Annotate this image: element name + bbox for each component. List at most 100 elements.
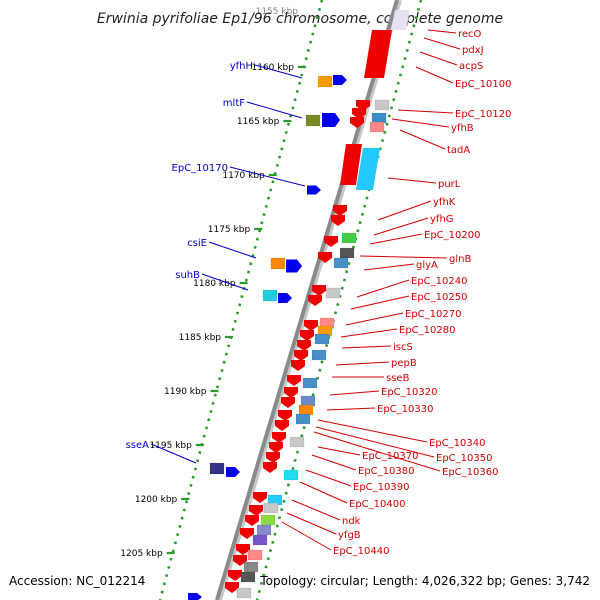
label-leader-line bbox=[415, 66, 454, 84]
gene-label-epc_10360[interactable]: EpC_10360 bbox=[442, 467, 498, 478]
gene-arrow bbox=[278, 410, 292, 421]
gene-label-epc_10350[interactable]: EpC_10350 bbox=[436, 453, 492, 464]
gene-arrow bbox=[297, 340, 311, 351]
gene-label-epc_10270[interactable]: EpC_10270 bbox=[405, 309, 461, 320]
gene-label-sseb[interactable]: sseB bbox=[386, 373, 410, 384]
gene-label-pepb[interactable]: pepB bbox=[391, 358, 417, 369]
gene-arrow bbox=[233, 555, 247, 566]
label-leader-line bbox=[315, 426, 435, 458]
gene-label-epc_10100[interactable]: EpC_10100 bbox=[455, 79, 511, 90]
gene-arrow bbox=[340, 144, 362, 185]
gene-label-epc_10390[interactable]: EpC_10390 bbox=[353, 482, 409, 493]
label-leader-line bbox=[341, 345, 392, 349]
gene-arrow bbox=[324, 236, 338, 247]
gene-box bbox=[314, 333, 330, 345]
label-leader-line bbox=[291, 499, 341, 521]
gene-label-iscs[interactable]: iscS bbox=[393, 342, 413, 353]
gene-box bbox=[300, 395, 316, 407]
gene-label-epc_10250[interactable]: EpC_10250 bbox=[411, 292, 467, 303]
gene-label-epc_10170[interactable]: EpC_10170 bbox=[172, 163, 228, 174]
gene-label-ssea[interactable]: sseA bbox=[126, 440, 150, 451]
position-tick-label: 1185 kbp bbox=[179, 333, 222, 343]
gene-label-ndk[interactable]: ndk bbox=[342, 516, 361, 527]
label-leader-line bbox=[150, 443, 197, 464]
position-tick-label: 1170 kbp bbox=[222, 171, 265, 181]
label-leader-line bbox=[335, 361, 390, 366]
gene-label-yfhk[interactable]: yfhK bbox=[433, 197, 456, 208]
label-leader-line bbox=[387, 177, 437, 184]
gene-box bbox=[339, 247, 355, 259]
gene-label-yfhh[interactable]: yfhH bbox=[230, 61, 253, 72]
position-tick-label: 1175 kbp bbox=[208, 225, 251, 235]
gene-arrow bbox=[352, 108, 366, 119]
label-leader-line bbox=[373, 217, 429, 236]
label-leader-line bbox=[391, 118, 450, 128]
gene-arrow bbox=[322, 113, 340, 127]
gene-label-epc_10280[interactable]: EpC_10280 bbox=[399, 325, 455, 336]
gene-box bbox=[260, 514, 276, 526]
gene-arrow bbox=[331, 215, 345, 226]
gene-arrow bbox=[287, 375, 301, 386]
label-leader-line bbox=[369, 233, 423, 245]
gene-box bbox=[263, 502, 279, 514]
label-leader-line bbox=[423, 37, 461, 50]
gene-label-pdxj[interactable]: pdxJ bbox=[462, 45, 484, 56]
gene-arrow bbox=[312, 285, 326, 296]
gene-label-yfhb[interactable]: yfhB bbox=[451, 123, 474, 134]
gene-label-epc_10440[interactable]: EpC_10440 bbox=[333, 546, 389, 557]
gene-arrow bbox=[236, 544, 250, 555]
gene-box bbox=[369, 121, 385, 133]
gene-label-yfhg[interactable]: yfhG bbox=[430, 214, 454, 225]
gene-arrow bbox=[188, 593, 202, 600]
gene-label-epc_10330[interactable]: EpC_10330 bbox=[377, 404, 433, 415]
position-tick-label: 1160 kbp bbox=[252, 63, 295, 73]
label-leader-line bbox=[350, 295, 410, 310]
gene-features bbox=[188, 10, 410, 600]
gene-label-reco[interactable]: recO bbox=[458, 29, 482, 40]
gene-label-yfgb[interactable]: yfgB bbox=[338, 530, 361, 541]
gene-box bbox=[371, 112, 387, 124]
gene-label-purl[interactable]: purL bbox=[438, 179, 461, 190]
gene-label-glnb[interactable]: glnB bbox=[449, 254, 471, 265]
gene-arrow bbox=[307, 185, 321, 195]
gene-label-csie[interactable]: csiE bbox=[187, 238, 207, 249]
label-leader-line bbox=[397, 109, 454, 114]
gene-box bbox=[298, 404, 314, 416]
label-leader-line bbox=[317, 419, 428, 443]
gene-label-acps[interactable]: acpS bbox=[459, 61, 483, 72]
label-leader-line bbox=[326, 407, 376, 411]
gene-label-epc_10370[interactable]: EpC_10370 bbox=[362, 451, 418, 462]
gene-box bbox=[262, 289, 278, 302]
gene-label-glya[interactable]: glyA bbox=[416, 260, 438, 271]
label-leader-line bbox=[329, 390, 380, 396]
gene-box bbox=[247, 549, 263, 561]
gene-label-epc_10120[interactable]: EpC_10120 bbox=[455, 109, 511, 120]
gene-label-epc_10340[interactable]: EpC_10340 bbox=[429, 438, 485, 449]
dots-outer-left bbox=[158, 0, 324, 600]
label-leader-line bbox=[299, 481, 348, 504]
track-dotted-lines bbox=[158, 0, 423, 600]
gene-arrow bbox=[253, 492, 267, 503]
gene-arrow bbox=[284, 387, 298, 398]
gene-box bbox=[240, 571, 256, 583]
gene-box bbox=[325, 287, 341, 299]
gene-label-epc_10200[interactable]: EpC_10200 bbox=[424, 230, 480, 241]
gene-box bbox=[374, 99, 390, 111]
gene-label-epc_10380[interactable]: EpC_10380 bbox=[358, 466, 414, 477]
position-tick-label: 1195 kbp bbox=[149, 441, 192, 451]
gene-box bbox=[289, 436, 305, 448]
gene-arrow bbox=[263, 462, 277, 473]
gene-arrow bbox=[281, 397, 295, 408]
gene-label-epc_10400[interactable]: EpC_10400 bbox=[349, 499, 405, 510]
map-title: Erwinia pyrifoliae Ep1/96 chromosome, co… bbox=[97, 11, 503, 27]
gene-label-epc_10240[interactable]: EpC_10240 bbox=[411, 276, 467, 287]
gene-box bbox=[252, 534, 268, 546]
label-leader-line bbox=[340, 328, 398, 338]
label-leader-line bbox=[208, 241, 257, 259]
gene-label-epc_10320[interactable]: EpC_10320 bbox=[381, 387, 437, 398]
gene-label-suhb[interactable]: suhB bbox=[175, 270, 200, 281]
gene-arrow bbox=[333, 205, 347, 216]
gene-label-tada[interactable]: tadA bbox=[447, 145, 470, 156]
gene-label-mltf[interactable]: mltF bbox=[223, 98, 245, 109]
